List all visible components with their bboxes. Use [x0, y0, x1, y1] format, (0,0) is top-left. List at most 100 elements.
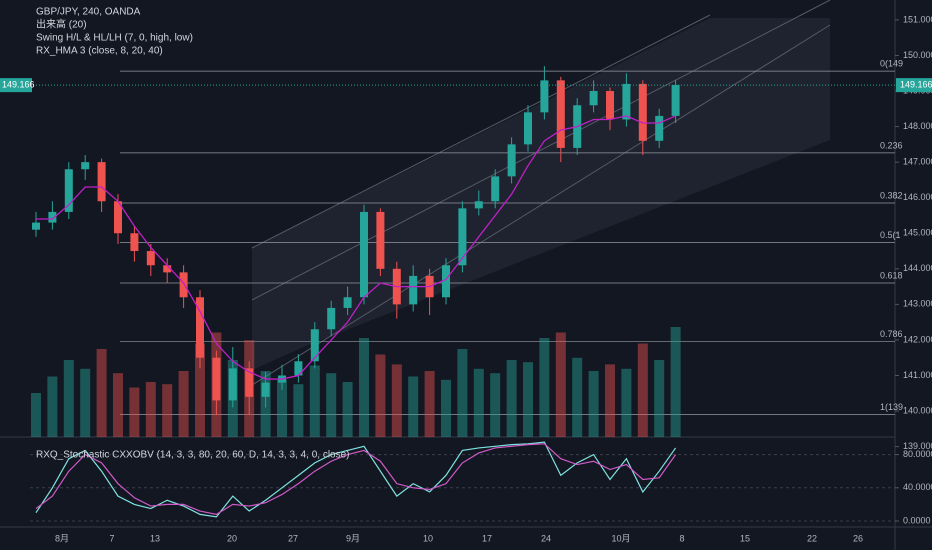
- volume-bar: [113, 373, 123, 437]
- volume-bar: [605, 364, 615, 437]
- channel-line: [251, 24, 831, 386]
- volume-bar: [31, 393, 41, 437]
- volume-bar: [375, 354, 386, 437]
- volume-bar: [555, 332, 566, 437]
- candle-body: [179, 272, 188, 298]
- volume-bar: [408, 376, 419, 437]
- y-tick-label: 0.0000: [903, 515, 931, 525]
- volume-bar: [654, 360, 665, 437]
- volume-bar: [342, 382, 353, 437]
- channel-line: [251, 0, 831, 301]
- y-tick-label: 143.000: [903, 299, 932, 309]
- candle-body: [163, 265, 172, 273]
- candle-body: [622, 83, 631, 120]
- candle-body: [638, 83, 647, 141]
- volume-bar: [588, 371, 599, 437]
- fib-label: 0.236: [880, 140, 903, 150]
- volume-bar: [63, 360, 74, 437]
- candle-body: [310, 329, 319, 362]
- channel-line: [251, 14, 711, 249]
- candle-body: [97, 162, 106, 202]
- candle-body: [146, 251, 155, 266]
- candle-body: [245, 368, 254, 397]
- legend-text: Swing H/L & HL/LH (7, 0, high, low): [36, 33, 193, 44]
- candle-body: [228, 368, 237, 401]
- y-tick-label: 144.000: [903, 263, 932, 273]
- volume-bar: [145, 382, 156, 437]
- candle-body: [442, 265, 450, 298]
- y-tick-label: 40.0000: [903, 482, 932, 492]
- last-price-label: 149.166: [900, 79, 932, 89]
- candle-body: [589, 91, 598, 106]
- x-tick-label: 9月: [346, 533, 360, 543]
- volume-bar: [359, 338, 369, 437]
- volume-bar: [391, 364, 402, 437]
- last-price-label: 149.166: [2, 79, 35, 89]
- volume-bar: [539, 338, 550, 437]
- volume-bar: [457, 349, 468, 437]
- stoch-line: [35, 441, 677, 518]
- candle-body: [376, 211, 385, 269]
- volume-bar: [293, 384, 304, 437]
- x-tick-label: 15: [740, 533, 750, 543]
- fib-label: 0.5(1: [880, 230, 901, 240]
- candle-body: [409, 275, 418, 305]
- legend-text: RX_HMA 3 (close, 8, 20, 40): [36, 46, 163, 57]
- volume-bar: [326, 373, 337, 437]
- x-tick-label: 26: [853, 533, 863, 543]
- candle-body: [524, 112, 532, 145]
- y-tick-label: 147.000: [903, 157, 932, 167]
- volume-bar: [162, 384, 173, 437]
- x-tick-label: 13: [150, 533, 160, 543]
- candle-body: [130, 233, 139, 252]
- y-tick-label: 139.000: [903, 441, 932, 451]
- stoch-title: RXQ_Stochastic CXXOBV (14, 3, 3, 80, 20,…: [36, 450, 350, 461]
- x-tick-label: 24: [541, 533, 551, 543]
- x-tick-label: 10: [423, 533, 433, 543]
- x-tick-label: 20: [227, 533, 237, 543]
- volume-bar: [441, 379, 451, 437]
- legend-text: 出来高 (20): [36, 18, 87, 31]
- volume-bar: [129, 387, 140, 437]
- candle-body: [212, 357, 221, 401]
- volume-bar: [96, 349, 107, 437]
- y-tick-label: 146.000: [903, 192, 932, 202]
- candle-body: [81, 162, 90, 170]
- candle-body: [458, 208, 467, 266]
- candle-body: [507, 144, 516, 177]
- volume-bar: [195, 343, 205, 437]
- x-tick-label: 8: [679, 533, 684, 543]
- candle-body: [48, 211, 57, 223]
- fib-label: 0.786: [880, 329, 903, 339]
- x-tick-label: 27: [288, 533, 298, 543]
- volume-bar: [277, 379, 287, 437]
- y-tick-label: 80.0000: [903, 449, 932, 459]
- y-tick-label: 148.000: [903, 121, 932, 131]
- candle-body: [606, 91, 614, 120]
- volume-bar: [309, 365, 320, 437]
- candle-body: [556, 80, 565, 148]
- x-tick-label: 22: [807, 533, 817, 543]
- candle-body: [196, 297, 204, 358]
- hma-line: [36, 115, 676, 380]
- volume-bar: [506, 360, 517, 437]
- last-price-tag: [896, 78, 932, 93]
- volume-bar: [523, 362, 533, 437]
- candle-body: [540, 80, 549, 113]
- y-tick-label: 151.000: [903, 14, 932, 24]
- y-tick-label: 150.000: [903, 50, 932, 60]
- volume-bar: [80, 368, 91, 437]
- fib-label: 0(149: [880, 58, 903, 68]
- x-tick-label: 17: [482, 533, 492, 543]
- candle-body: [671, 84, 680, 116]
- volume-bar: [621, 368, 632, 437]
- fib-label: 1(139: [880, 402, 903, 412]
- legend-text: GBP/JPY, 240, OANDA: [36, 7, 141, 18]
- candle-body: [474, 201, 483, 209]
- volume-bar: [490, 373, 501, 437]
- fib-label: 0.618: [880, 270, 903, 280]
- candle-body: [114, 201, 122, 234]
- y-tick-label: 140.000: [903, 405, 932, 415]
- fib-label: 0.382: [880, 190, 903, 200]
